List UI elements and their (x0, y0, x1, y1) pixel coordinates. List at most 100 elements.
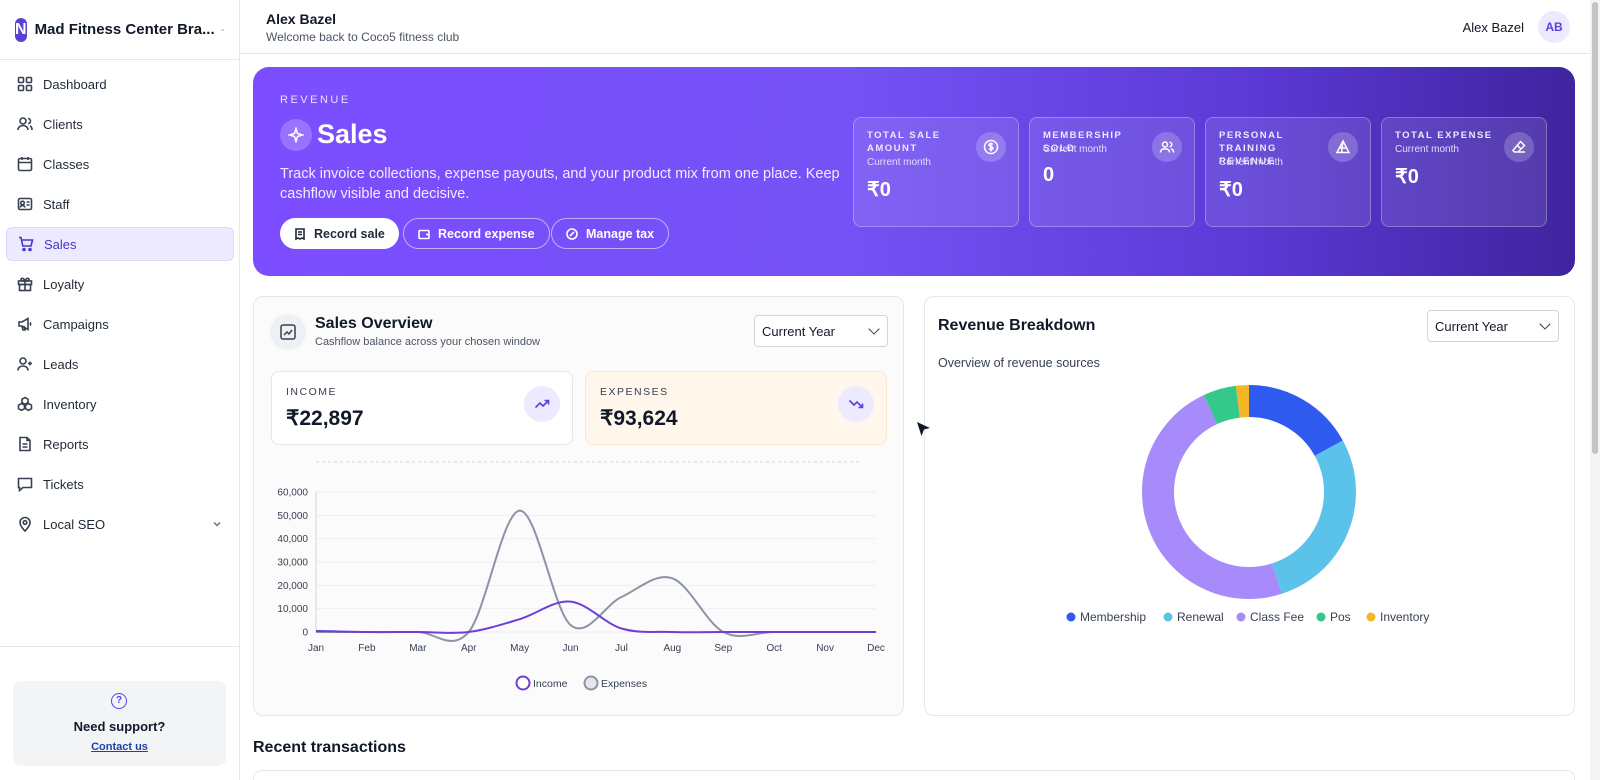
sidebar-item-label: Campaigns (43, 316, 109, 332)
sales-overview-subtitle: Cashflow balance across your chosen wind… (315, 336, 541, 348)
support-card: ? Need support? Contact us (13, 681, 226, 766)
profile-name[interactable]: Alex Bazel (1462, 20, 1524, 35)
legend-marker[interactable] (1066, 612, 1076, 622)
stat-period: Current month (1219, 157, 1283, 168)
eraser-icon (1504, 132, 1534, 162)
x-tick-label: Oct (766, 643, 782, 654)
stat-label: MEMBERSHIP SOLD (1043, 130, 1123, 154)
legend-marker[interactable] (515, 675, 531, 691)
header-user-name: Alex Bazel (266, 11, 337, 27)
brand-logo: N (15, 17, 27, 42)
record-sale-label: Record sale (314, 226, 385, 241)
avatar[interactable]: AB (1538, 11, 1570, 43)
sidebar-item-label: Classes (43, 156, 90, 172)
gift-icon (17, 277, 33, 292)
donut-slice-inventory[interactable] (1142, 385, 1356, 599)
record-sale-button[interactable]: Record sale (280, 218, 399, 249)
sidebar-item-tickets[interactable]: Tickets (6, 467, 234, 501)
sidebar-item-classes[interactable]: Classes (6, 147, 234, 181)
map-pin-icon (19, 516, 31, 532)
sales-overview-card: Sales Overview Cashflow balance across y… (253, 296, 904, 716)
legend-label[interactable]: Income (533, 678, 568, 690)
page-scrollbar[interactable] (1590, 0, 1600, 780)
x-tick-label: Jul (615, 643, 628, 654)
y-tick-label: 20,000 (277, 581, 308, 592)
x-tick-label: Sep (714, 643, 732, 654)
sidebar-item-clients[interactable]: Clients (6, 107, 234, 141)
legend-label[interactable]: Pos (1330, 610, 1351, 624)
revenue-breakdown-title: Revenue Breakdown (938, 317, 1096, 334)
x-tick-label: Aug (663, 643, 681, 654)
hero-kicker: REVENUE (280, 94, 351, 106)
stat-label: TOTAL SALE AMOUNT (867, 130, 941, 154)
chevron-down-icon (221, 28, 224, 31)
sidebar-item-local-seo[interactable]: Local SEO (6, 507, 234, 541)
sidebar-item-reports[interactable]: Reports (6, 427, 234, 461)
stat-value: 0 (1043, 164, 1055, 186)
sales-period-select[interactable]: Current Year (754, 315, 888, 347)
legend-marker[interactable] (1316, 612, 1326, 622)
sidebar-item-leads[interactable]: Leads (6, 347, 234, 381)
megaphone-icon (18, 317, 32, 331)
manage-tax-button[interactable]: Manage tax (551, 218, 670, 249)
sidebar-item-campaigns[interactable]: Campaigns (6, 307, 234, 341)
grid-icon (17, 76, 33, 92)
stat-period: Current month (1043, 144, 1107, 155)
sidebar-item-label: Leads (43, 356, 79, 372)
legend-marker[interactable] (1236, 612, 1246, 622)
x-tick-label: Nov (816, 643, 834, 654)
id-card-icon (17, 197, 33, 211)
sidebar-item-label: Inventory (43, 396, 97, 412)
brand-switcher[interactable]: N Mad Fitness Center Bra... (0, 0, 239, 60)
donut-slice-renewal[interactable] (1142, 385, 1356, 599)
donut-slice-class-fee[interactable] (1142, 385, 1356, 599)
sidebar-item-label: Local SEO (43, 516, 106, 532)
recent-transactions-title: Recent transactions (253, 739, 406, 756)
trending-up-icon (524, 386, 560, 422)
income-label: INCOME (286, 386, 337, 398)
wallet-icon (418, 229, 430, 239)
revenue-breakdown-subtitle: Overview of revenue sources (938, 356, 1100, 370)
stat-label: TOTAL EXPENSE (1395, 130, 1493, 141)
legend-marker[interactable] (1366, 612, 1376, 622)
boxes-icon (17, 396, 33, 412)
record-expense-button[interactable]: Record expense (403, 218, 550, 249)
scrollbar-thumb[interactable] (1592, 2, 1598, 454)
sidebar-item-label: Reports (43, 436, 89, 452)
x-tick-label: Feb (358, 643, 376, 654)
stat-personal-training: PERSONAL TRAINING REVENUE Current month … (1205, 117, 1371, 227)
x-tick-label: Jan (308, 643, 324, 654)
manage-tax-label: Manage tax (586, 226, 655, 241)
legend-label[interactable]: Class Fee (1250, 610, 1304, 624)
mouse-cursor-icon (917, 422, 930, 436)
calendar-icon (17, 157, 33, 172)
user-plus-icon (17, 357, 32, 371)
expenses-value: ₹93,624 (600, 407, 678, 430)
legend-label[interactable]: Renewal (1177, 610, 1224, 624)
legend-label[interactable]: Inventory (1380, 610, 1429, 624)
legend-label[interactable]: Membership (1080, 610, 1146, 624)
y-tick-label: 0 (302, 628, 308, 639)
revenue-period-select[interactable]: Current Year (1427, 310, 1559, 342)
x-tick-label: Dec (867, 643, 885, 654)
x-tick-label: May (510, 643, 529, 654)
message-icon (17, 477, 33, 492)
revenue-breakdown-card: Revenue Breakdown Current Year Overview … (924, 296, 1575, 716)
legend-marker[interactable] (583, 675, 599, 691)
sidebar-item-inventory[interactable]: Inventory (6, 387, 234, 421)
sidebar-item-loyalty[interactable]: Loyalty (6, 267, 234, 301)
chevron-down-icon (1539, 318, 1551, 330)
sidebar-item-dashboard[interactable]: Dashboard (6, 67, 234, 101)
recent-transactions-table (253, 770, 1575, 780)
sales-overview-title: Sales Overview (315, 315, 433, 332)
stat-value: ₹0 (867, 179, 891, 201)
sidebar-item-staff[interactable]: Staff (6, 187, 234, 221)
x-tick-label: Apr (461, 643, 477, 654)
contact-us-link[interactable]: Contact us (91, 741, 148, 753)
legend-marker[interactable] (1163, 612, 1173, 622)
sidebar-item-sales[interactable]: Sales (6, 227, 234, 261)
support-title: Need support? (73, 719, 166, 734)
legend-label[interactable]: Expenses (601, 678, 647, 690)
header-welcome: Welcome back to Coco5 fitness club (266, 30, 460, 44)
users-icon (17, 117, 33, 131)
